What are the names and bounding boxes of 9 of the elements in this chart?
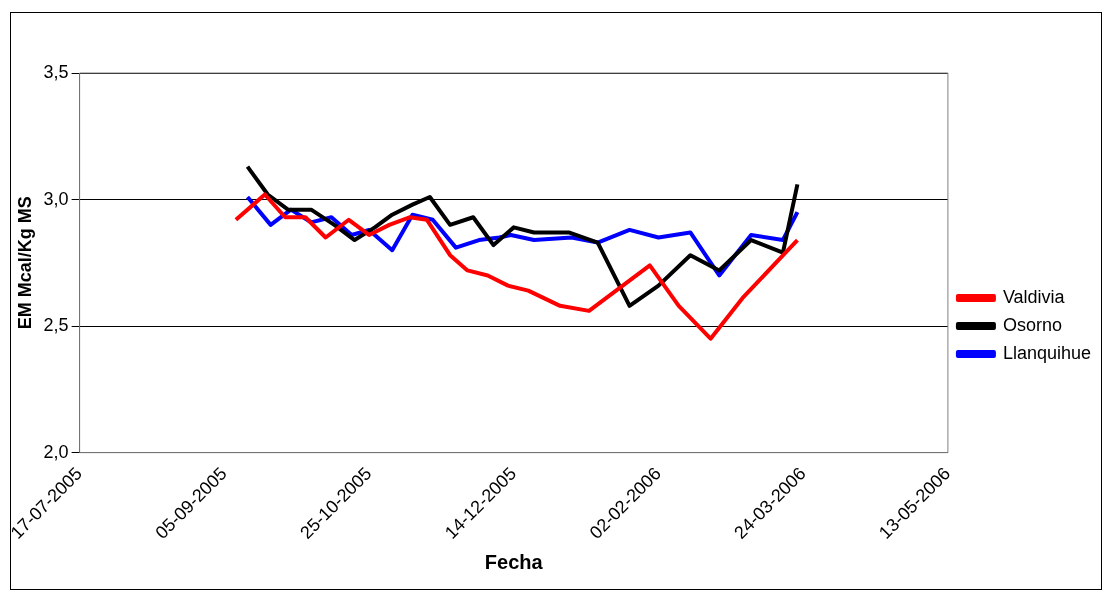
legend-label: Osorno <box>1002 314 1062 335</box>
y-tick-label: 3,0 <box>43 188 69 209</box>
legend-label: Llanquihue <box>1002 342 1092 363</box>
y-tick-label: 2,0 <box>43 441 69 462</box>
y-axis-title: EM Mcal/Kg MS <box>14 196 35 330</box>
legend-label: Valdivia <box>1002 286 1066 307</box>
y-tick-label: 3,5 <box>43 61 69 82</box>
x-axis-title: Fecha <box>484 550 544 573</box>
y-tick-label: 2,5 <box>43 315 69 336</box>
